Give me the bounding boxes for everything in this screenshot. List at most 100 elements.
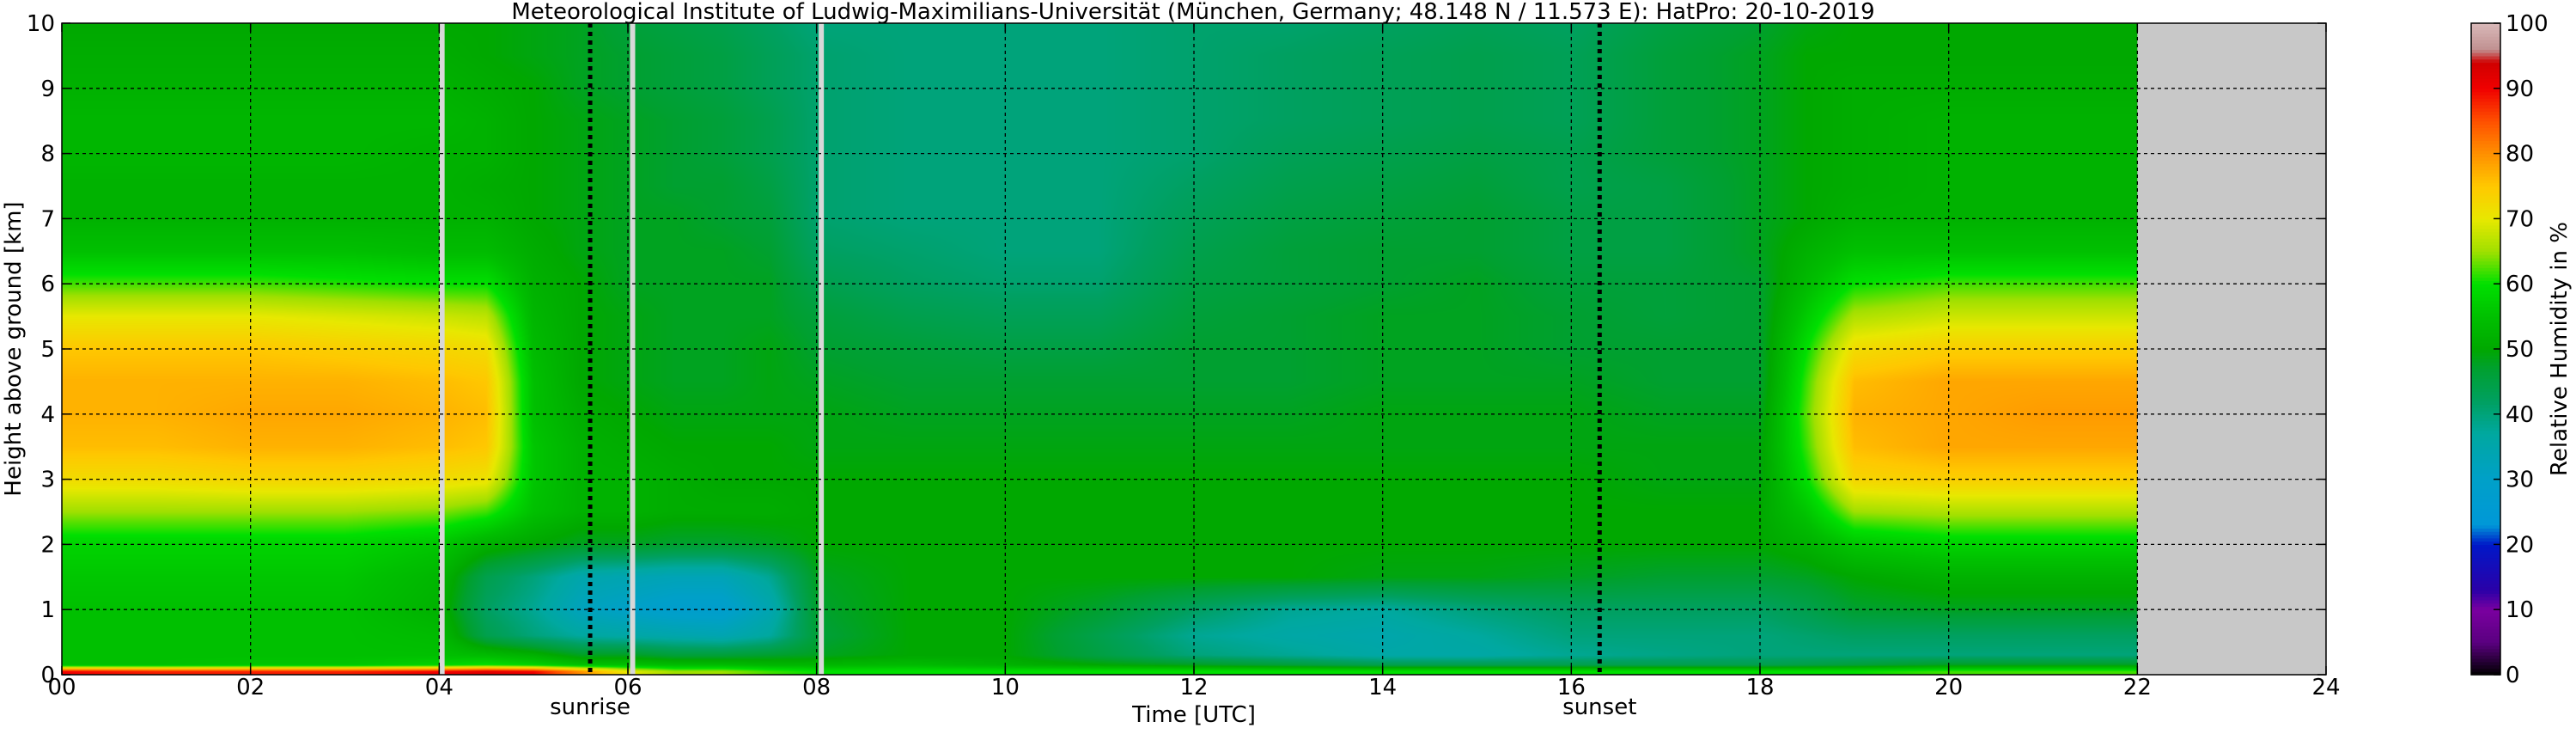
colorbar-segment (2471, 639, 2500, 643)
colorbar-segment (2471, 195, 2500, 200)
colorbar-segment (2471, 169, 2500, 174)
colorbar-segment (2471, 58, 2500, 64)
colorbar-segment (2471, 91, 2500, 95)
colorbar-segment (2471, 329, 2500, 333)
colorbar-segment (2471, 557, 2500, 561)
colorbar-segment (2471, 231, 2500, 235)
colorbar-segment (2471, 609, 2500, 614)
colorbar-segment (2471, 179, 2500, 184)
colorbar-segment (2471, 286, 2500, 291)
colorbar-segment (2471, 352, 2500, 357)
colorbar-segment (2471, 215, 2500, 219)
colorbar-segment (2471, 228, 2500, 233)
grid (62, 23, 2326, 675)
colorbar-segment (2471, 499, 2500, 503)
colorbar-segment (2471, 486, 2500, 490)
colorbar-segment (2471, 75, 2500, 80)
colorbar-segment (2471, 300, 2500, 304)
colorbar-segment (2471, 69, 2500, 73)
colorbar-segment (2471, 257, 2500, 262)
y-tick-label: 0 (40, 663, 55, 688)
y-tick-label: 10 (27, 11, 55, 37)
colorbar-segment (2471, 424, 2500, 428)
colorbar-segment (2471, 378, 2500, 382)
colorbar-tick-label: 100 (2506, 11, 2549, 37)
colorbar-segment (2471, 505, 2500, 510)
colorbar-segment (2471, 95, 2500, 99)
colorbar-segment (2471, 251, 2500, 255)
colorbar-segment (2471, 355, 2500, 359)
colorbar-segment (2471, 632, 2500, 637)
y-tick-label: 3 (40, 468, 55, 493)
colorbar-segment (2471, 193, 2500, 197)
colorbar-segment (2471, 362, 2500, 366)
colorbar-segment (2471, 397, 2500, 402)
colorbar-segment (2471, 590, 2500, 594)
colorbar-segment (2471, 333, 2500, 337)
colorbar-segment (2471, 88, 2500, 93)
y-tick-label: 8 (40, 142, 55, 168)
colorbar-segment (2471, 133, 2500, 138)
chart-title: Meteorological Institute of Ludwig-Maxim… (511, 0, 1874, 25)
colorbar-segment (2471, 65, 2500, 70)
x-tick-label: 08 (802, 675, 831, 700)
colorbar-segment (2471, 664, 2500, 670)
colorbar-segment (2471, 120, 2500, 125)
x-tick-label: 02 (236, 675, 265, 700)
colorbar-segment (2471, 368, 2500, 373)
colorbar-segment (2471, 335, 2500, 340)
colorbar-segment (2471, 466, 2500, 470)
colorbar-segment (2471, 62, 2500, 66)
colorbar-segment (2471, 101, 2500, 106)
colorbar-segment (2471, 440, 2500, 444)
colorbar-segment (2471, 33, 2500, 37)
colorbar-segment (2471, 189, 2500, 193)
colorbar-segment (2471, 462, 2500, 468)
colorbar-segment (2471, 443, 2500, 448)
colorbar-segment (2471, 531, 2500, 535)
colorbar-segment (2471, 375, 2500, 379)
colorbar-segment (2471, 82, 2500, 86)
colorbar-segment (2471, 147, 2500, 151)
y-axis-label: Height above ground [km] (1, 201, 27, 496)
colorbar-segment (2471, 488, 2500, 493)
colorbar-segment (2471, 303, 2500, 308)
colorbar-segment (2471, 160, 2500, 164)
colorbar-segment (2471, 635, 2500, 639)
colorbar-segment (2471, 150, 2500, 155)
colorbar-segment (2471, 550, 2500, 555)
colorbar-segment (2471, 182, 2500, 187)
colorbar-tick-label: 20 (2506, 532, 2534, 558)
colorbar-segment (2471, 626, 2500, 630)
colorbar-segment (2471, 612, 2500, 617)
colorbar-segment (2471, 450, 2500, 454)
colorbar-segment (2471, 309, 2500, 314)
colorbar-segment (2471, 671, 2500, 676)
colorbar-segment (2471, 26, 2500, 31)
colorbar-segment (2471, 85, 2500, 89)
x-tick-label: 12 (1179, 675, 1208, 700)
colorbar-segment (2471, 560, 2500, 565)
colorbar-segment (2471, 42, 2500, 47)
colorbar-segment (2471, 537, 2500, 542)
colorbar-segment (2471, 599, 2500, 604)
colorbar-segment (2471, 211, 2500, 217)
colorbar-segment (2471, 535, 2500, 539)
colorbar-segment (2471, 479, 2500, 483)
colorbar-segment (2471, 668, 2500, 672)
colorbar-segment (2471, 524, 2500, 529)
y-tick-label: 9 (40, 76, 55, 102)
colorbar-segment (2471, 518, 2500, 523)
colorbar-segment (2471, 492, 2500, 497)
colorbar-segment (2471, 547, 2500, 552)
colorbar-segment (2471, 114, 2500, 119)
colorbar-tick-label: 0 (2506, 663, 2520, 688)
colorbar-segment (2471, 577, 2500, 581)
colorbar-tick-label: 80 (2506, 142, 2534, 168)
colorbar-segment (2471, 583, 2500, 588)
x-tick-label: 22 (2123, 675, 2152, 700)
x-axis-label: Time [UTC] (1131, 702, 1256, 728)
colorbar-segment (2471, 277, 2500, 282)
colorbar-segment (2471, 511, 2500, 516)
